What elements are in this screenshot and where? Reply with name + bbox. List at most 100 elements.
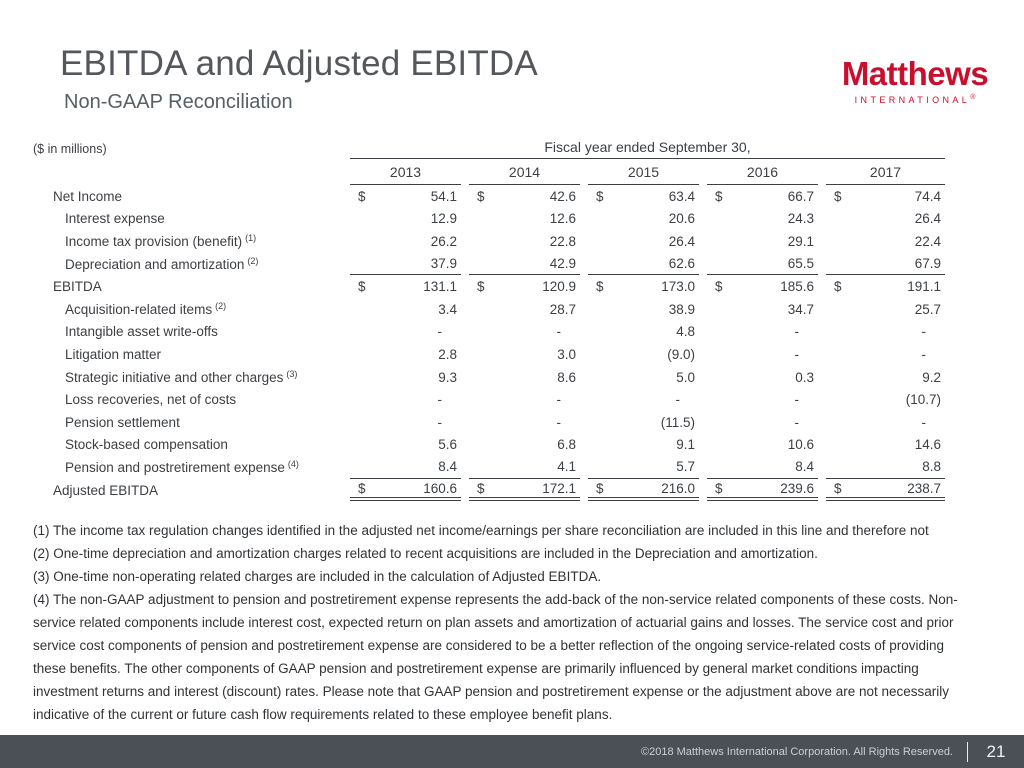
cell-value: -	[437, 414, 443, 430]
table-cell: 9.2	[826, 366, 945, 389]
table-cell: 26.4	[588, 230, 699, 253]
table-row: Interest expense 12.9 12.6 20.6 24.3 26.4	[33, 208, 945, 231]
dollar-sign: $	[477, 279, 485, 295]
table-cell: 8.4	[707, 456, 818, 479]
dollar-sign: $	[715, 188, 723, 204]
table-cell: 12.6	[469, 208, 580, 231]
dollar-sign: $	[596, 480, 604, 496]
table-cell: 12.9	[350, 208, 461, 231]
table-cell: -	[707, 388, 818, 411]
cell-value: 8.8	[922, 459, 941, 475]
table-span-header: Fiscal year ended September 30,	[350, 139, 945, 159]
table-cell: 24.3	[707, 208, 818, 231]
cell-value: 3.0	[557, 346, 576, 362]
cell-value: 2.8	[438, 346, 457, 362]
cell-value: 34.7	[787, 301, 814, 317]
footnote-reference: (3)	[286, 368, 298, 379]
cell-value: 191.1	[907, 279, 941, 295]
table-cell: $239.6	[707, 479, 818, 502]
row-label-text: EBITDA	[53, 279, 102, 295]
year-header: 2015	[588, 159, 699, 185]
cell-value: 172.1	[542, 480, 576, 496]
cell-value: 20.6	[668, 211, 695, 227]
dollar-sign: $	[477, 188, 485, 204]
row-label-text: Income tax provision (benefit)	[65, 233, 243, 249]
table-cell: 38.9	[588, 298, 699, 321]
row-label: EBITDA	[33, 279, 342, 294]
table-cell: $120.9	[469, 275, 580, 298]
footnote: (3) One-time non-operating related charg…	[33, 569, 602, 584]
table-row: Pension settlement - - (11.5) - -	[33, 411, 945, 434]
cell-value: 216.0	[661, 480, 695, 496]
cell-value: 238.7	[907, 480, 941, 496]
row-label-text: Strategic initiative and other charges	[65, 369, 284, 385]
cell-value: 29.1	[787, 233, 814, 249]
cell-value: 25.7	[914, 301, 941, 317]
table-cell: 3.0	[469, 343, 580, 366]
table-row: Adjusted EBITDA $160.6 $172.1 $216.0 $239.6 $…	[33, 479, 945, 502]
table-cell: 4.1	[469, 456, 580, 479]
table-cell: -	[826, 321, 945, 344]
cell-value: 9.2	[922, 369, 941, 385]
table-cell: $66.7	[707, 185, 818, 208]
page-number: 21	[986, 741, 1006, 761]
cell-value: 160.6	[423, 480, 457, 496]
table-cell: 65.5	[707, 253, 818, 276]
dollar-sign: $	[715, 480, 723, 496]
logo-subtext: INTERNATIONAL®	[836, 94, 994, 105]
cell-value: 38.9	[668, 301, 695, 317]
cell-value: (11.5)	[660, 414, 695, 430]
table-row: Stock-based compensation 5.6 6.8 9.1 10.6 14.…	[33, 434, 945, 457]
footnote: (1) The income tax regulation changes id…	[33, 523, 929, 538]
cell-value: 65.5	[787, 256, 814, 272]
table-cell: $185.6	[707, 275, 818, 298]
row-label: Interest expense	[33, 211, 342, 226]
cell-value: 8.6	[557, 369, 576, 385]
table-cell: 8.6	[469, 366, 580, 389]
table-row: EBITDA $131.1 $120.9 $173.0 $185.6 $191.1	[33, 275, 945, 298]
row-label-text: Stock-based compensation	[65, 437, 228, 453]
cell-value: -	[794, 392, 800, 408]
footer-divider	[967, 741, 968, 762]
table-cell: $63.4	[588, 185, 699, 208]
row-label: Intangible asset write-offs	[33, 324, 342, 339]
table-cell: 9.1	[588, 434, 699, 457]
table-cell: 25.7	[826, 298, 945, 321]
table-cell: -	[707, 343, 818, 366]
page-title: EBITDA and Adjusted EBITDA	[60, 44, 538, 83]
year-header-row: 2013 2014 2015 2016 2017	[33, 159, 945, 185]
table-row: Pension and postretirement expense (4) 8.4…	[33, 456, 945, 479]
row-label-text: Net Income	[53, 188, 123, 204]
row-label: Depreciation and amortization (2)	[33, 256, 342, 272]
table-cell: 20.6	[588, 208, 699, 231]
page-subtitle: Non-GAAP Reconciliation	[64, 91, 293, 113]
footnote-reference: (1)	[245, 232, 257, 243]
cell-value: 173.0	[661, 279, 695, 295]
footer-bar: ©2018 Matthews International Corporation…	[0, 735, 1024, 768]
cell-value: 120.9	[542, 279, 576, 295]
table-row: Strategic initiative and other charges (3…	[33, 366, 945, 389]
cell-value: 8.4	[795, 459, 814, 475]
dollar-sign: $	[834, 480, 842, 496]
dollar-sign: $	[358, 480, 366, 496]
footnote: (2) One-time depreciation and amortizati…	[33, 546, 818, 561]
cell-value: 42.6	[549, 188, 576, 204]
table-cell: 2.8	[350, 343, 461, 366]
cell-value: 0.3	[795, 369, 814, 385]
footnote-reference: (2)	[215, 300, 227, 311]
cell-value: 3.4	[438, 301, 457, 317]
table-cell: 5.7	[588, 456, 699, 479]
cell-value: 12.9	[430, 211, 457, 227]
logo-wordmark: Matthews	[841, 55, 989, 92]
table-cell: 8.4	[350, 456, 461, 479]
logo-subtext-label: INTERNATIONAL	[854, 95, 971, 105]
cell-value: 66.7	[787, 188, 814, 204]
year-header: 2014	[469, 159, 580, 185]
table-cell: 5.0	[588, 366, 699, 389]
dollar-sign: $	[358, 188, 366, 204]
table-cell: -	[469, 388, 580, 411]
table-cell: -	[350, 388, 461, 411]
cell-value: 22.8	[549, 233, 576, 249]
cell-value: 74.4	[914, 188, 941, 204]
